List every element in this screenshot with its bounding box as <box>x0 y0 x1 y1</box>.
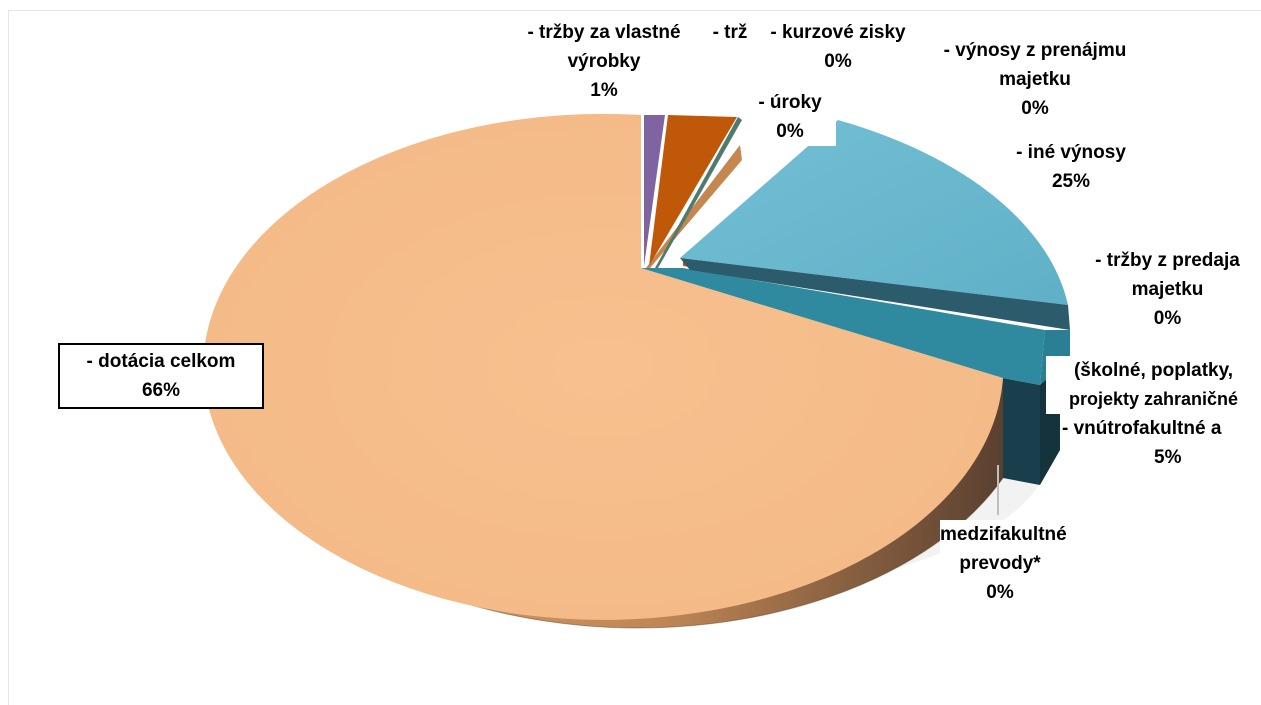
slice-vyrobky <box>644 115 665 266</box>
slice-vnutrofakultne <box>641 268 1045 385</box>
label-uroky-pct: 0% <box>776 121 804 142</box>
label-prenajom-line1: - výnosy z prenájmu <box>943 40 1127 61</box>
label-dotacia: - dotácia celkom 66% <box>58 343 264 409</box>
slice-dotacia <box>203 113 1003 620</box>
label-ine-pct: 25% <box>1051 171 1091 192</box>
label-skolne-line1: (školné, poplatky, <box>1073 360 1234 381</box>
label-medzifakultne: medzifakultné prevody* 0% <box>940 520 1067 607</box>
label-kurzove-pct: 0% <box>824 51 852 72</box>
label-predaj: - tržby z predaja majetku 0% <box>1074 246 1261 333</box>
label-medzi-line1: medzifakultné <box>940 524 1067 545</box>
label-skolne-line2: projekty zahraničné <box>1068 389 1239 409</box>
label-medzi-pct: 0% <box>986 582 1014 603</box>
slice-kurzove <box>655 117 742 268</box>
label-vnutro: - vnútrofakultné a 5% <box>1062 414 1261 472</box>
label-vyrobky-pct: 1% <box>590 80 618 101</box>
label-dotacia-line1: - dotácia celkom <box>86 351 236 372</box>
label-uroky-line1: - úroky <box>758 92 822 113</box>
label-vnutro-line1: - vnútrofakultné a <box>1062 418 1222 439</box>
label-medzi-line2: prevody* <box>959 553 1041 574</box>
slice-side-vnutro <box>1003 378 1040 485</box>
label-predaj-line1: - tržby z predaja <box>1095 250 1240 271</box>
label-trz-text: - trž <box>712 22 748 43</box>
slice-ine-vynosy-face <box>680 258 1070 330</box>
label-skolne: (školné, poplatky, projekty zahraničné <box>1046 356 1261 414</box>
label-prenajom-pct: 0% <box>1021 98 1049 119</box>
label-ine-vynosy: - iné výnosy 25% <box>1008 138 1134 196</box>
chart-border-top <box>8 10 1261 11</box>
label-vyrobky-line2: výrobky <box>567 51 641 72</box>
label-dotacia-pct: 66% <box>141 380 181 401</box>
slice-uroky <box>646 145 742 268</box>
label-ine-line1: - iné výnosy <box>1016 142 1126 163</box>
label-predaj-line2: majetku <box>1131 279 1204 300</box>
label-kurzove: - kurzové zisky 0% <box>756 18 920 76</box>
label-predaj-pct: 0% <box>1153 308 1182 329</box>
chart-border-left <box>8 10 9 705</box>
label-vyrobky: - tržby za vlastné výrobky 1% <box>508 18 700 105</box>
label-vnutro-pct: 5% <box>1154 447 1182 468</box>
label-uroky: - úroky 0% <box>744 88 836 146</box>
label-vyrobky-line1: - tržby za vlastné <box>527 22 681 43</box>
slice-ine-vynosy <box>680 120 1068 305</box>
label-trz: - trž <box>706 18 754 47</box>
slice-trz <box>649 115 737 266</box>
label-kurzove-line1: - kurzové zisky <box>770 22 906 43</box>
label-prenajom: - výnosy z prenájmu majetku 0% <box>932 36 1138 123</box>
label-prenajom-line2: majetku <box>999 69 1071 90</box>
